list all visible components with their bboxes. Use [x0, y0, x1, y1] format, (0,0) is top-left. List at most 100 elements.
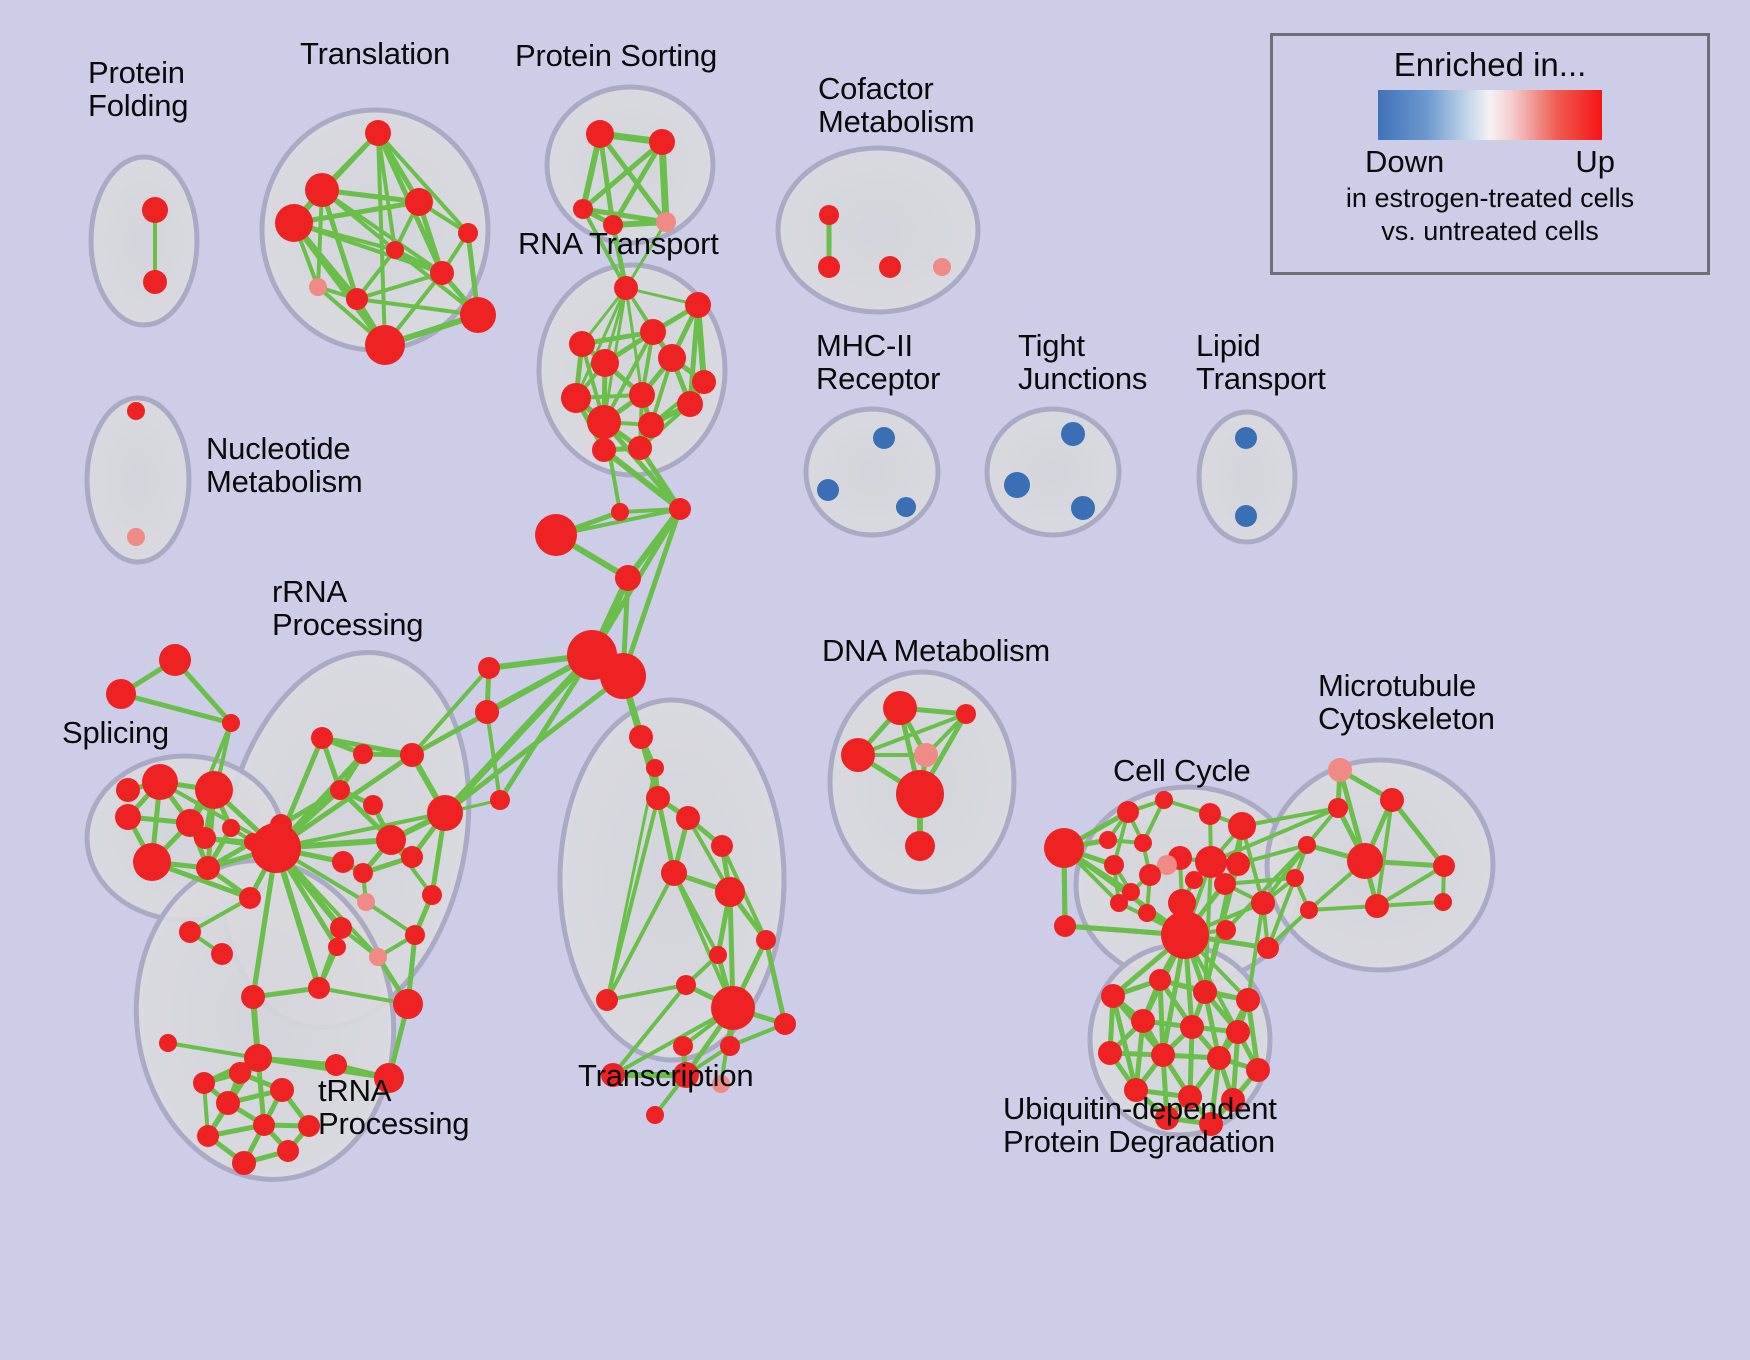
network-node-cc10[interactable]: [1195, 846, 1227, 878]
network-node-cc12[interactable]: [1104, 855, 1124, 875]
network-node-tr9[interactable]: [346, 288, 368, 310]
network-node-tr7[interactable]: [430, 261, 454, 285]
network-node-ub13[interactable]: [1178, 1085, 1202, 1109]
network-node-cc5[interactable]: [1228, 812, 1256, 840]
network-node-sp12[interactable]: [646, 786, 670, 810]
network-node-ub8[interactable]: [1098, 1041, 1122, 1065]
network-node-pf1[interactable]: [142, 197, 168, 223]
network-node-mt3[interactable]: [1328, 798, 1348, 818]
network-node-cm3[interactable]: [879, 256, 901, 278]
network-node-tp2[interactable]: [253, 1114, 275, 1136]
network-node-cm4[interactable]: [933, 258, 951, 276]
network-node-ub9[interactable]: [1151, 1043, 1175, 1067]
network-node-ps3[interactable]: [573, 199, 593, 219]
network-node-tx15[interactable]: [712, 1075, 730, 1093]
network-node-rr23[interactable]: [369, 948, 387, 966]
network-node-tr11[interactable]: [365, 325, 405, 365]
network-node-rt4[interactable]: [569, 331, 595, 357]
network-node-tx2[interactable]: [711, 835, 733, 857]
network-node-dm5[interactable]: [896, 770, 944, 818]
network-node-rr5[interactable]: [353, 744, 373, 764]
network-node-sp9[interactable]: [629, 725, 653, 749]
network-node-rr29[interactable]: [374, 1063, 404, 1093]
network-node-tx13[interactable]: [601, 1063, 625, 1087]
network-node-cc18[interactable]: [1251, 891, 1275, 915]
network-node-cc16[interactable]: [1122, 883, 1140, 901]
network-node-tp3[interactable]: [298, 1115, 320, 1137]
network-node-tx3[interactable]: [661, 860, 687, 886]
network-node-rr20[interactable]: [405, 925, 425, 945]
network-node-ps5[interactable]: [656, 212, 676, 232]
network-node-tx11[interactable]: [673, 1036, 693, 1056]
network-node-sp7[interactable]: [478, 657, 500, 679]
network-node-rt3[interactable]: [640, 319, 666, 345]
network-node-rr6[interactable]: [400, 743, 424, 767]
network-node-ub15[interactable]: [1155, 1106, 1179, 1130]
network-node-mt6[interactable]: [1433, 855, 1455, 877]
network-node-dm6[interactable]: [905, 831, 935, 861]
network-node-ps4[interactable]: [603, 215, 623, 235]
network-node-ub2[interactable]: [1101, 984, 1125, 1008]
network-node-s10[interactable]: [179, 921, 201, 943]
network-node-ub12[interactable]: [1124, 1078, 1148, 1102]
network-node-ub4[interactable]: [1236, 988, 1260, 1012]
network-node-rt12[interactable]: [638, 412, 664, 438]
network-node-mt5[interactable]: [1347, 843, 1383, 879]
network-node-mt9[interactable]: [1300, 901, 1318, 919]
network-node-rr11[interactable]: [376, 825, 406, 855]
network-node-s6[interactable]: [133, 843, 171, 881]
network-node-tx8[interactable]: [711, 986, 755, 1030]
network-node-tx14[interactable]: [673, 1062, 699, 1088]
network-node-mh1[interactable]: [873, 427, 895, 449]
network-node-tx7[interactable]: [676, 975, 696, 995]
network-node-rt2[interactable]: [685, 292, 711, 318]
network-node-tx12[interactable]: [596, 989, 618, 1011]
network-node-rr30[interactable]: [159, 1034, 177, 1052]
network-node-rr2[interactable]: [106, 679, 136, 709]
network-node-cm1[interactable]: [819, 205, 839, 225]
network-node-tr4[interactable]: [275, 204, 313, 242]
network-node-cc11[interactable]: [1226, 852, 1250, 876]
network-node-rr28[interactable]: [325, 1054, 347, 1076]
network-node-lt2[interactable]: [1235, 505, 1257, 527]
network-node-cc3[interactable]: [1155, 791, 1173, 809]
network-node-mt10[interactable]: [1434, 893, 1452, 911]
network-node-tp5[interactable]: [270, 1078, 294, 1102]
network-node-ps1[interactable]: [586, 120, 614, 148]
network-node-ub14[interactable]: [1221, 1088, 1245, 1112]
network-node-s5[interactable]: [222, 819, 240, 837]
network-node-rr26[interactable]: [241, 985, 265, 1009]
network-node-tr5[interactable]: [458, 223, 478, 243]
network-node-s3[interactable]: [115, 804, 141, 830]
network-node-sp6[interactable]: [600, 653, 646, 699]
network-node-s2[interactable]: [195, 771, 233, 809]
network-node-lt1[interactable]: [1235, 427, 1257, 449]
network-node-sp10[interactable]: [646, 759, 664, 777]
network-node-tx16[interactable]: [646, 1106, 664, 1124]
network-node-tp8[interactable]: [232, 1151, 256, 1175]
network-node-cc1[interactable]: [1044, 828, 1084, 868]
network-node-rt11[interactable]: [587, 405, 621, 439]
network-node-cc19[interactable]: [1110, 894, 1128, 912]
network-node-rr14[interactable]: [401, 846, 423, 868]
network-node-rt14[interactable]: [628, 436, 652, 460]
network-node-s7[interactable]: [196, 856, 220, 880]
network-node-mt1[interactable]: [1328, 758, 1352, 782]
network-node-tj1[interactable]: [1061, 422, 1085, 446]
network-node-rr10[interactable]: [427, 795, 463, 831]
network-node-rr18[interactable]: [422, 885, 442, 905]
network-node-rt13[interactable]: [592, 438, 616, 462]
network-node-rr19[interactable]: [357, 893, 375, 911]
network-node-mh2[interactable]: [817, 479, 839, 501]
network-node-cc17[interactable]: [1168, 889, 1196, 917]
network-node-rt7[interactable]: [692, 370, 716, 394]
network-node-sp8[interactable]: [475, 700, 499, 724]
network-node-mh3[interactable]: [896, 497, 916, 517]
network-node-tj3[interactable]: [1071, 496, 1095, 520]
network-node-sp1[interactable]: [669, 498, 691, 520]
network-node-rr21[interactable]: [330, 917, 352, 939]
network-node-tp7[interactable]: [277, 1140, 299, 1162]
network-node-cc4[interactable]: [1199, 803, 1221, 825]
network-node-tr10[interactable]: [460, 297, 496, 333]
network-node-sp3[interactable]: [535, 514, 577, 556]
